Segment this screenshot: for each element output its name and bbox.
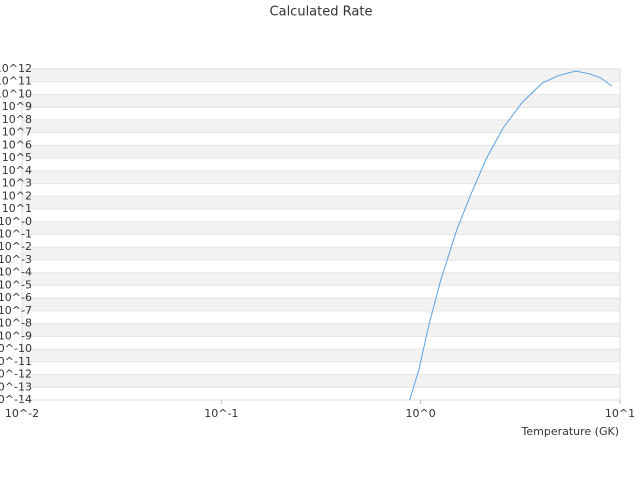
y-tick-label: 10^-4 bbox=[0, 266, 32, 279]
y-tick-label: 10^-0 bbox=[0, 215, 32, 228]
y-tick-label: 10^-7 bbox=[0, 304, 32, 317]
grid-band bbox=[22, 349, 620, 362]
y-tick-label: 10^-5 bbox=[0, 278, 32, 291]
y-tick-label: 10^-6 bbox=[0, 291, 32, 304]
y-tick-label: 10^4 bbox=[2, 164, 32, 177]
grid-band bbox=[22, 298, 620, 311]
data-line bbox=[409, 70, 613, 400]
grid-band bbox=[22, 69, 620, 82]
y-tick-label: 10^-10 bbox=[0, 342, 32, 355]
y-tick-label: 10^-9 bbox=[0, 329, 32, 342]
grid bbox=[22, 68, 620, 401]
x-tick-label: 10^0 bbox=[406, 407, 436, 420]
y-tick-label: 10^-8 bbox=[0, 317, 32, 330]
x-tick-label: 10^-2 bbox=[5, 407, 39, 420]
y-tick-label: 10^2 bbox=[2, 189, 32, 202]
grid-band bbox=[22, 323, 620, 337]
y-tick-label: 10^-13 bbox=[0, 380, 32, 393]
y-tick-label: 10^7 bbox=[2, 126, 32, 139]
grid-band bbox=[22, 170, 620, 184]
grid-band bbox=[22, 196, 620, 210]
grid-band bbox=[22, 221, 620, 235]
grid-band bbox=[22, 272, 620, 286]
y-tick-label: 10^-11 bbox=[0, 355, 32, 368]
x-tick-label: 10^-1 bbox=[204, 407, 238, 420]
grid-band bbox=[22, 94, 620, 108]
y-tick-label: 10^-3 bbox=[0, 253, 32, 266]
y-tick-label: 10^6 bbox=[2, 138, 32, 151]
x-axis-label: Temperature (GK) bbox=[521, 425, 620, 438]
y-tick-label: 10^10 bbox=[0, 87, 32, 100]
y-tick-label: 10^-12 bbox=[0, 368, 32, 381]
grid-band bbox=[22, 119, 620, 133]
grid-band bbox=[22, 247, 620, 260]
x-tick-label: 10^1 bbox=[605, 407, 635, 420]
y-tick-label: 10^1 bbox=[2, 202, 32, 215]
plot-frame bbox=[21, 68, 621, 401]
y-tick-label: 10^3 bbox=[2, 177, 32, 190]
y-tick-label: 10^-1 bbox=[0, 228, 32, 241]
chart-title: Calculated Rate bbox=[270, 5, 373, 20]
y-tick-label: 10^5 bbox=[2, 151, 32, 164]
grid-band bbox=[22, 145, 620, 159]
y-tick-label: 10^11 bbox=[0, 75, 32, 88]
y-tick-label: 10^9 bbox=[2, 100, 32, 113]
y-tick-label: 10^-2 bbox=[0, 240, 32, 253]
y-tick-label: 10^-14 bbox=[0, 393, 32, 406]
y-tick-label: 10^12 bbox=[0, 62, 32, 75]
grid-band bbox=[22, 374, 620, 388]
y-tick-label: 10^8 bbox=[2, 113, 32, 126]
